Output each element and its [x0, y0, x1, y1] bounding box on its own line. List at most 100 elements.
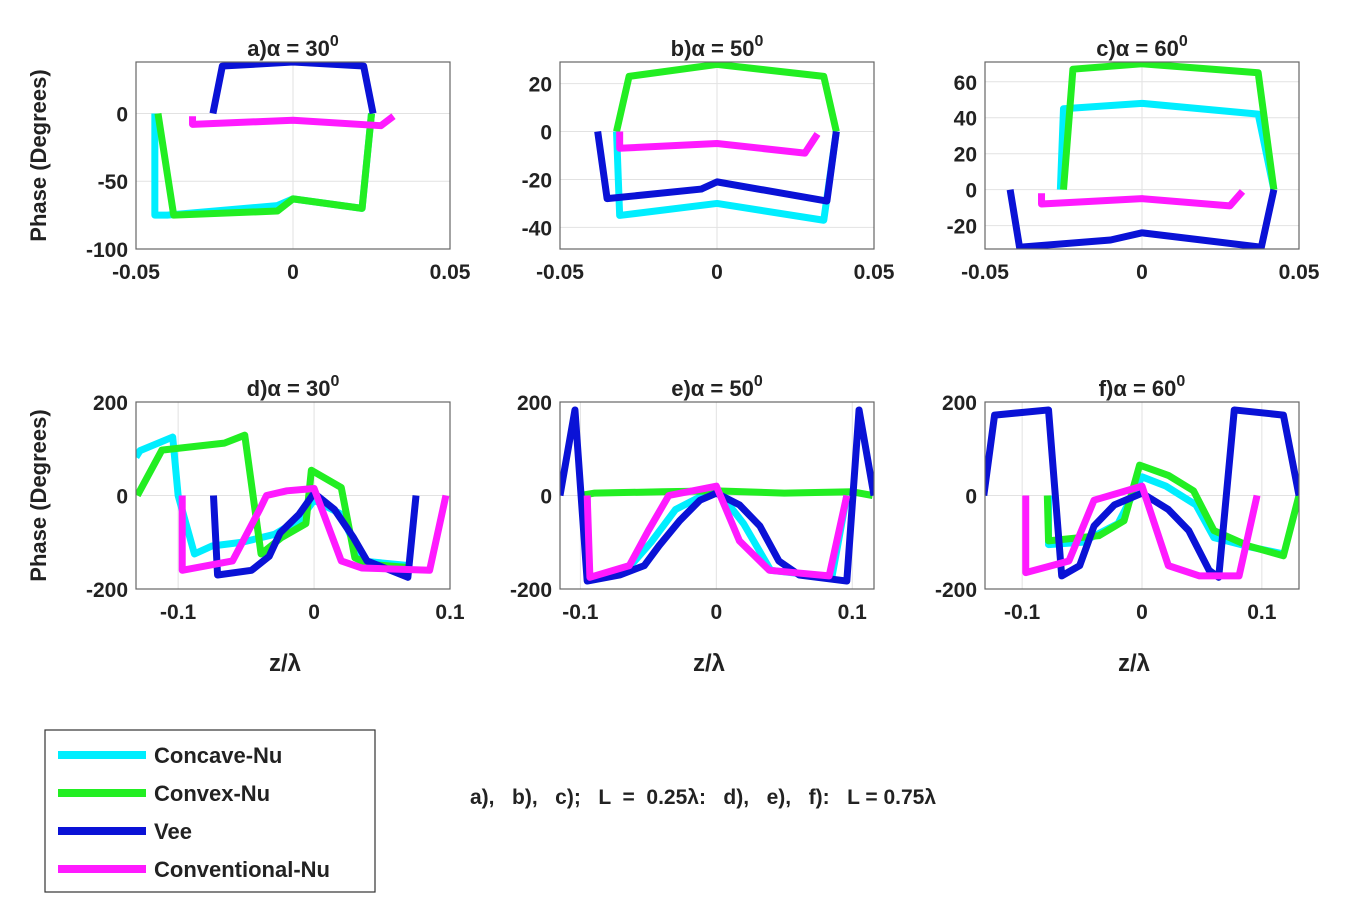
plot-frame	[135, 401, 451, 590]
y-tick-label: 0	[116, 103, 128, 126]
panel-title-text: c)α = 60	[1096, 36, 1179, 61]
series-line-vee	[209, 62, 377, 115]
series-group	[136, 431, 450, 581]
series-line-conventional-nu	[583, 482, 851, 581]
title-superscript: 0	[1176, 373, 1185, 390]
legend-label: Conventional-Nu	[154, 857, 330, 882]
series-line-conventional-nu	[616, 131, 821, 157]
series-group	[985, 406, 1299, 581]
series-group	[151, 62, 396, 219]
x-tick-label: 0.05	[430, 261, 471, 284]
y-tick-label: -200	[510, 579, 552, 602]
x-axis-label: z/λ	[693, 650, 725, 677]
legend: Concave-Nu Convex-Nu Vee Conventional-Nu	[44, 729, 376, 893]
legend-label: Concave-Nu	[154, 743, 282, 768]
panel-title: f)α = 600	[1099, 373, 1186, 401]
y-tick-label: 0	[540, 122, 552, 145]
length-note: a), b), c); L = 0.25λ: d), e), f): L = 0…	[470, 786, 937, 809]
plot-frame	[135, 61, 451, 250]
x-tick-label: 0.05	[854, 261, 895, 284]
panel-title-text: d)α = 30	[247, 376, 331, 401]
x-tick-label: 0.1	[435, 601, 465, 624]
x-axis-label: z/λ	[269, 650, 301, 677]
y-tick-label: 200	[93, 392, 128, 415]
y-tick-label: -40	[522, 217, 552, 240]
title-superscript: 0	[754, 33, 763, 50]
panel-title: a)α = 300	[247, 33, 339, 61]
plot-frame	[984, 61, 1300, 250]
x-tick-label: -0.1	[160, 601, 197, 624]
series-line-convex-nu	[154, 112, 375, 219]
title-superscript: 0	[330, 33, 339, 50]
x-tick-label: 0	[1136, 601, 1148, 624]
panel-e: -0.1 0 0.1 200 0 -200 e)α = 500 z/λ	[510, 373, 875, 677]
y-tick-label: 0	[965, 486, 977, 509]
series-group	[560, 406, 874, 585]
panel-title-text: f)α = 60	[1099, 376, 1177, 401]
series-line-concave-nu	[1056, 99, 1278, 191]
y-axis-label: Phase (Degrees)	[26, 69, 51, 241]
y-tick-label: 20	[529, 74, 552, 97]
panel-title: c)α = 600	[1096, 33, 1188, 61]
series-group	[594, 62, 840, 224]
legend-label: Vee	[154, 819, 192, 844]
y-tick-label: -20	[522, 169, 552, 192]
y-tick-label: 200	[942, 392, 977, 415]
x-tick-label: -0.05	[112, 261, 160, 284]
legend-label: Convex-Nu	[154, 781, 270, 806]
x-axis-label: z/λ	[1118, 650, 1150, 677]
x-tick-label: 0	[287, 261, 299, 284]
y-tick-label: 0	[116, 486, 128, 509]
y-tick-label: 20	[954, 144, 977, 167]
y-tick-label: -100	[86, 239, 128, 262]
x-tick-label: -0.05	[536, 261, 584, 284]
x-tick-label: 0	[1136, 261, 1148, 284]
series-line-conventional-nu	[1038, 189, 1246, 210]
title-superscript: 0	[1179, 33, 1188, 50]
series-line-vee	[1006, 188, 1278, 249]
y-tick-label: 60	[954, 72, 977, 95]
series-group	[1006, 62, 1278, 249]
series-line-convex-nu	[136, 431, 409, 571]
x-tick-label: 0	[711, 261, 723, 284]
y-tick-label: -200	[86, 579, 128, 602]
series-line-conventional-nu	[1022, 482, 1261, 580]
series-line-vee	[594, 131, 840, 205]
x-tick-label: 0	[308, 601, 320, 624]
panel-title-text: a)α = 30	[247, 36, 330, 61]
x-tick-label: -0.1	[562, 601, 599, 624]
x-tick-label: -0.1	[1004, 601, 1041, 624]
series-line-convex-nu	[613, 62, 840, 133]
plot-frame	[559, 61, 875, 250]
title-superscript: 0	[330, 373, 339, 390]
y-tick-label: 40	[954, 108, 977, 131]
y-tick-label: 0	[965, 180, 977, 203]
x-tick-label: 0.1	[838, 601, 868, 624]
plot-frame	[559, 401, 875, 590]
x-tick-label: -0.05	[961, 261, 1009, 284]
x-tick-label: 0.1	[1247, 601, 1277, 624]
panel-title: d)α = 300	[247, 373, 340, 401]
panel-title-text: b)α = 50	[671, 36, 755, 61]
y-tick-label: -20	[947, 216, 977, 239]
y-tick-label: -200	[935, 579, 977, 602]
panel-title: e)α = 500	[671, 373, 763, 401]
title-superscript: 0	[754, 373, 763, 390]
panel-title: b)α = 500	[671, 33, 764, 61]
y-axis-label: Phase (Degrees)	[26, 409, 51, 581]
series-line-convex-nu	[1060, 62, 1278, 191]
x-tick-label: 0.05	[1279, 261, 1320, 284]
x-tick-label: 0	[710, 601, 722, 624]
y-tick-label: 200	[517, 392, 552, 415]
series-line-vee	[209, 489, 420, 581]
series-line-conventional-nu	[189, 113, 396, 130]
y-tick-label: 0	[540, 486, 552, 509]
plot-frame	[984, 401, 1300, 590]
